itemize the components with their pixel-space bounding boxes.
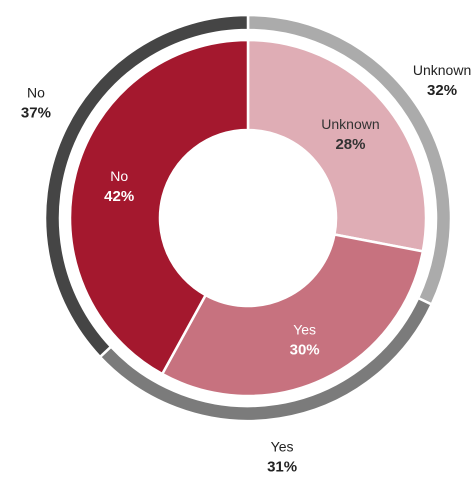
inner-slice-unknown (246, 38, 428, 253)
inner-label-no: No (110, 168, 128, 184)
slice-labels: Unknown 32% Yes 31% No 37% Unknown 28% Yes 30% No 4… (21, 62, 471, 475)
inner-value-unknown: 28% (335, 136, 365, 153)
outer-value-unknown: 32% (427, 82, 457, 99)
inner-value-no: 42% (104, 188, 134, 205)
outer-value-no: 37% (21, 104, 51, 121)
inner-slice-yes (160, 233, 425, 398)
inner-slice-no (68, 38, 250, 376)
inner-label-yes: Yes (293, 321, 316, 337)
outer-slice-no (43, 13, 250, 359)
outer-label-unknown: Unknown (413, 62, 471, 78)
inner-label-unknown: Unknown (321, 116, 379, 132)
outer-value-yes: 31% (267, 458, 297, 472)
inner-ring (68, 38, 428, 398)
inner-value-yes: 30% (290, 341, 320, 358)
outer-ring (43, 13, 453, 423)
outer-label-yes: Yes (271, 438, 294, 454)
outer-label-no: No (27, 84, 45, 100)
